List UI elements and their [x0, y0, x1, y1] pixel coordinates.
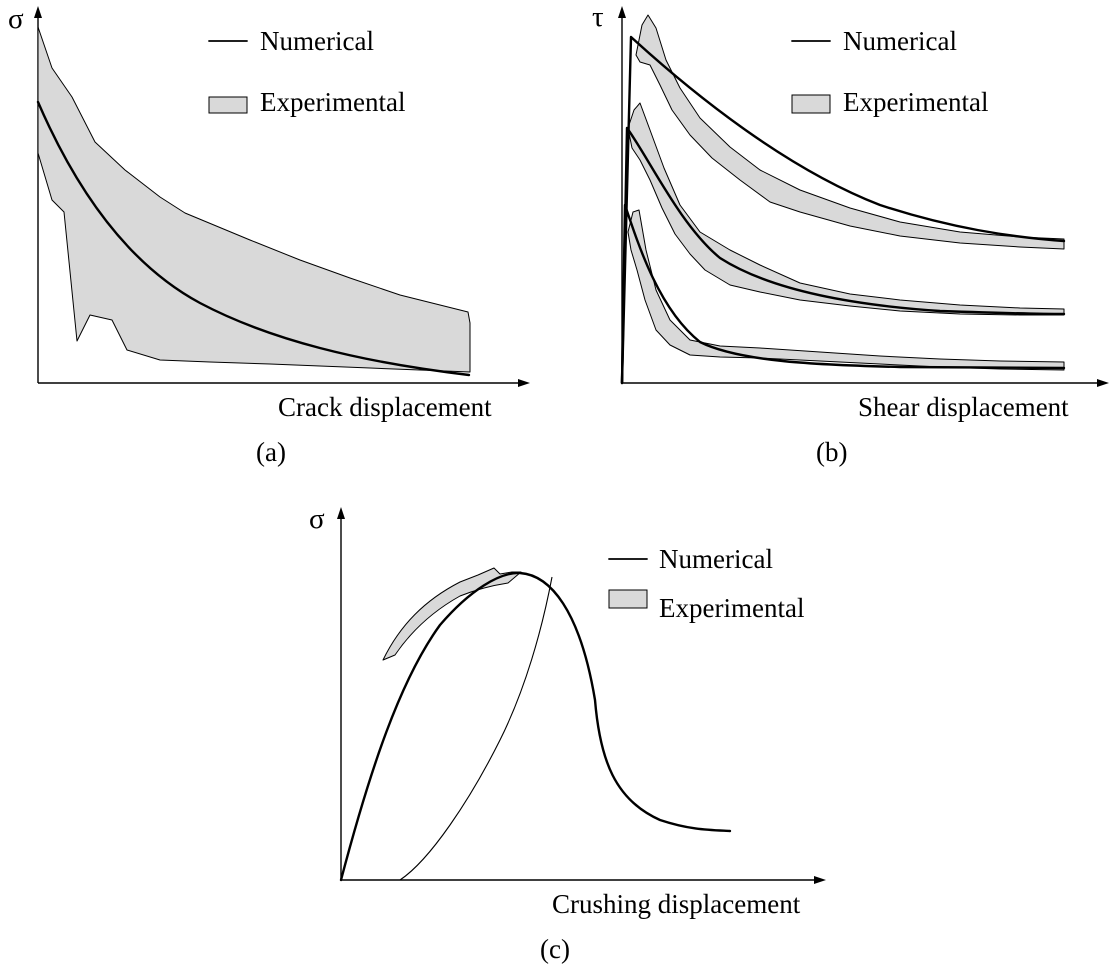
- panel-a-legend-experimental-swatch: [208, 96, 248, 114]
- panel-b-experimental-band-top: [635, 14, 1065, 250]
- panel-b-numerical-line-low: [620, 203, 1066, 385]
- panel-b: τ Numerical Experimental Shear displacem…: [592, 1, 1109, 467]
- panel-b-legend-experimental-swatch: [791, 94, 831, 114]
- panel-a-x-label: Crack displacement: [278, 392, 492, 422]
- panel-a-legend-experimental-label: Experimental: [260, 87, 405, 117]
- panel-a-caption: (a): [256, 437, 286, 467]
- panel-c-numerical-line: [339, 571, 732, 882]
- panel-c-legend-numerical-label: Numerical: [659, 544, 773, 574]
- panel-b-legend-experimental-label: Experimental: [843, 87, 988, 117]
- panel-b-legend-numerical-label: Numerical: [843, 26, 957, 56]
- panel-c-x-arrow: [814, 876, 826, 884]
- panel-c-legend-experimental-swatch: [608, 589, 648, 609]
- panel-b-y-label: τ: [592, 1, 604, 33]
- panel-c-experimental-band: [382, 567, 522, 661]
- panel-a-x-arrow: [518, 379, 530, 387]
- panel-b-numerical-line-top: [620, 35, 1066, 385]
- panel-b-caption: (b): [816, 437, 847, 467]
- panel-a-numerical-line: [36, 100, 471, 377]
- panel-c-legend-experimental-label: Experimental: [659, 593, 804, 623]
- panel-b-numerical-line-mid: [620, 126, 1066, 385]
- panel-a-experimental-band: [37, 26, 471, 373]
- panel-a: σ Numerical Experimental Crack displacem…: [8, 3, 530, 467]
- panel-b-y-arrow: [618, 6, 626, 18]
- panel-c-x-label: Crushing displacement: [552, 889, 801, 919]
- panel-b-x-label: Shear displacement: [858, 392, 1069, 422]
- panel-b-numerical-lines: [620, 35, 1066, 385]
- panel-b-x-arrow: [1097, 379, 1109, 387]
- panel-c: σ Numerical Experimental Crushing displa…: [309, 503, 826, 964]
- panel-a-legend-numerical-label: Numerical: [260, 26, 374, 56]
- panel-a-y-arrow: [34, 6, 42, 18]
- panel-c-unloading-line: [399, 576, 553, 881]
- panel-a-y-label: σ: [8, 3, 24, 35]
- panel-c-y-arrow: [337, 507, 345, 519]
- panel-c-y-label: σ: [309, 503, 325, 535]
- panel-c-caption: (c): [540, 934, 570, 964]
- panel-b-experimental-band-low: [627, 209, 1065, 371]
